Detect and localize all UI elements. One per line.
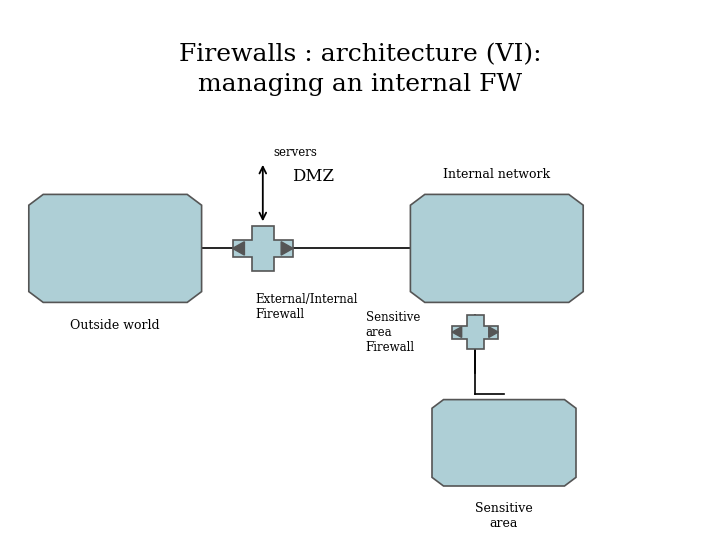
Polygon shape: [233, 242, 245, 255]
Polygon shape: [281, 242, 293, 255]
Text: Internal network: Internal network: [444, 168, 550, 181]
Polygon shape: [233, 226, 293, 271]
Polygon shape: [489, 327, 498, 338]
Text: External/Internal
Firewall: External/Internal Firewall: [256, 293, 358, 321]
Text: Firewalls : architecture (VI):
managing an internal FW: Firewalls : architecture (VI): managing …: [179, 43, 541, 97]
Polygon shape: [452, 327, 462, 338]
Polygon shape: [432, 400, 576, 486]
Text: servers: servers: [274, 146, 318, 159]
Polygon shape: [29, 194, 202, 302]
Text: Sensitive
area: Sensitive area: [475, 502, 533, 530]
Text: Outside world: Outside world: [71, 319, 160, 332]
Polygon shape: [452, 315, 498, 349]
Polygon shape: [410, 194, 583, 302]
Text: Sensitive
area
Firewall: Sensitive area Firewall: [366, 310, 420, 354]
Text: DMZ: DMZ: [292, 168, 333, 185]
